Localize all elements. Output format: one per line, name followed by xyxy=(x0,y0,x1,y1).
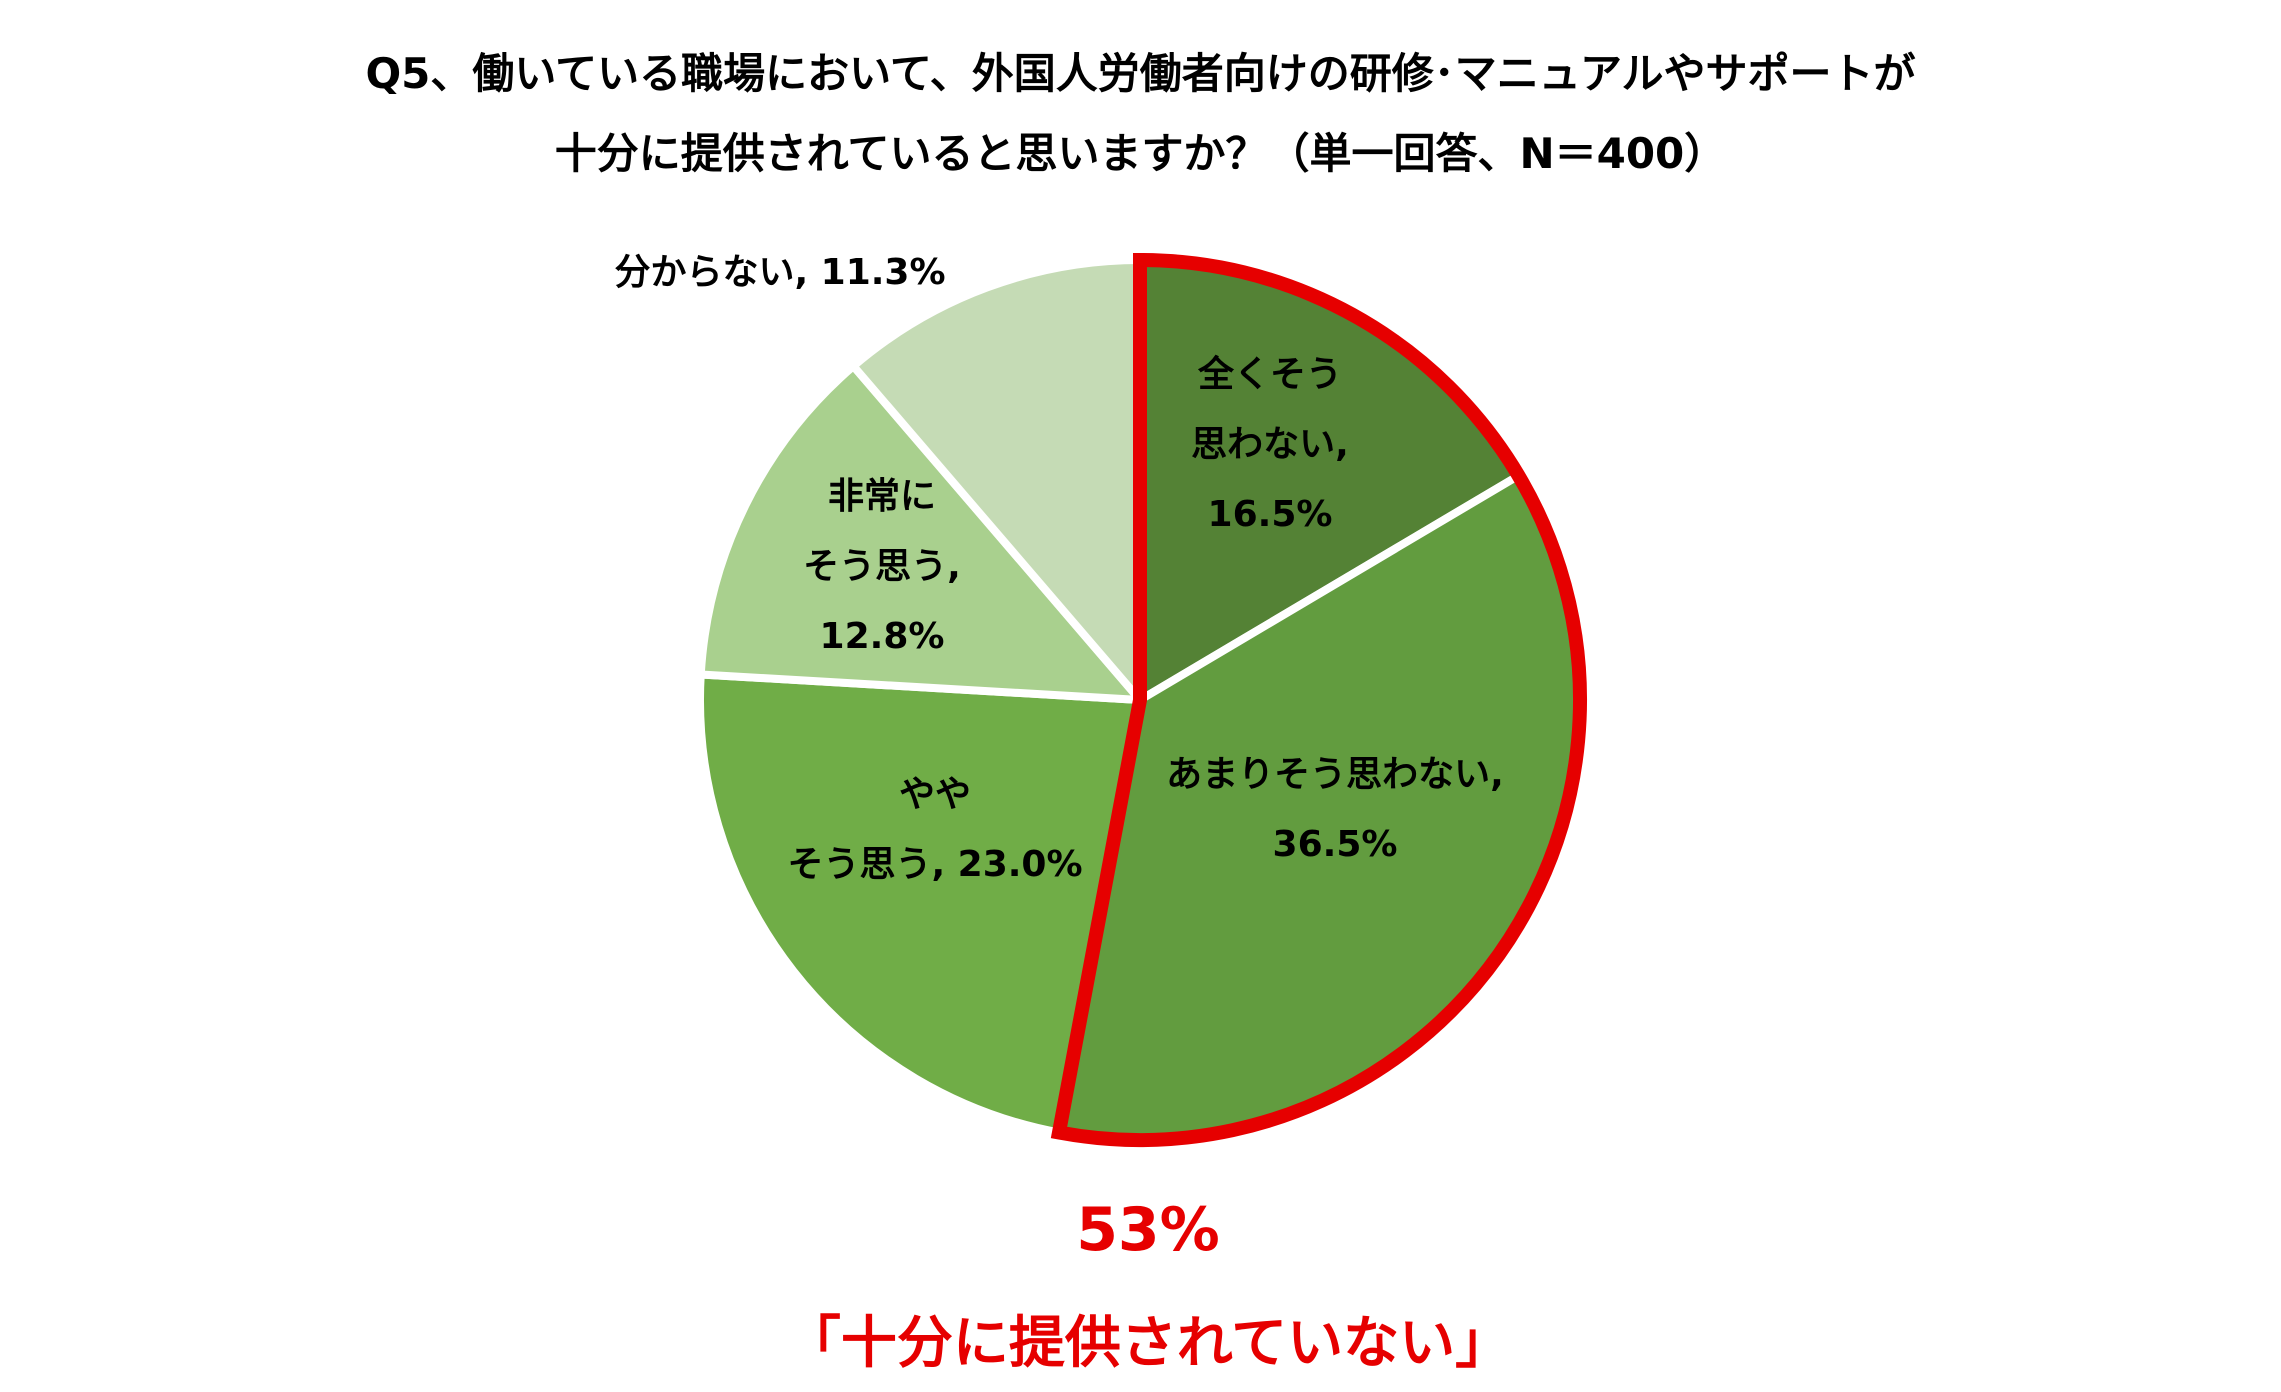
slice-label-非常にそう思う: 非常に そう思う, 12.8% xyxy=(803,476,961,657)
pie-slice-分からない xyxy=(849,256,1144,704)
slice-label-ややそう思う: やや そう思う, 23.0% xyxy=(787,774,1083,885)
chart-title-line-2: 十分に提供されていると思いますか？（単一回答、N＝400） xyxy=(554,129,1727,178)
highlight-outline xyxy=(1050,252,1587,1147)
pie-slice-非常にそう思う xyxy=(696,362,1144,704)
slice-label-分からない: 分からない, 11.3% xyxy=(614,252,946,293)
slice-label-あまりそう思わない: あまりそう思わない, 36.5% xyxy=(1166,754,1504,865)
highlight-caption: 「十分に提供されていない」 xyxy=(784,1311,1512,1376)
slice-label-全くそう思わない: 全くそう 思わない, 16.5% xyxy=(1191,354,1349,535)
chart-title-line-1: Q5、働いている職場において、外国人労働者向けの研修･マニュアルやサポートが xyxy=(365,49,1916,98)
highlight-total-value: 53% xyxy=(1076,1195,1220,1265)
pie-slice-ややそう思う xyxy=(696,670,1144,1137)
